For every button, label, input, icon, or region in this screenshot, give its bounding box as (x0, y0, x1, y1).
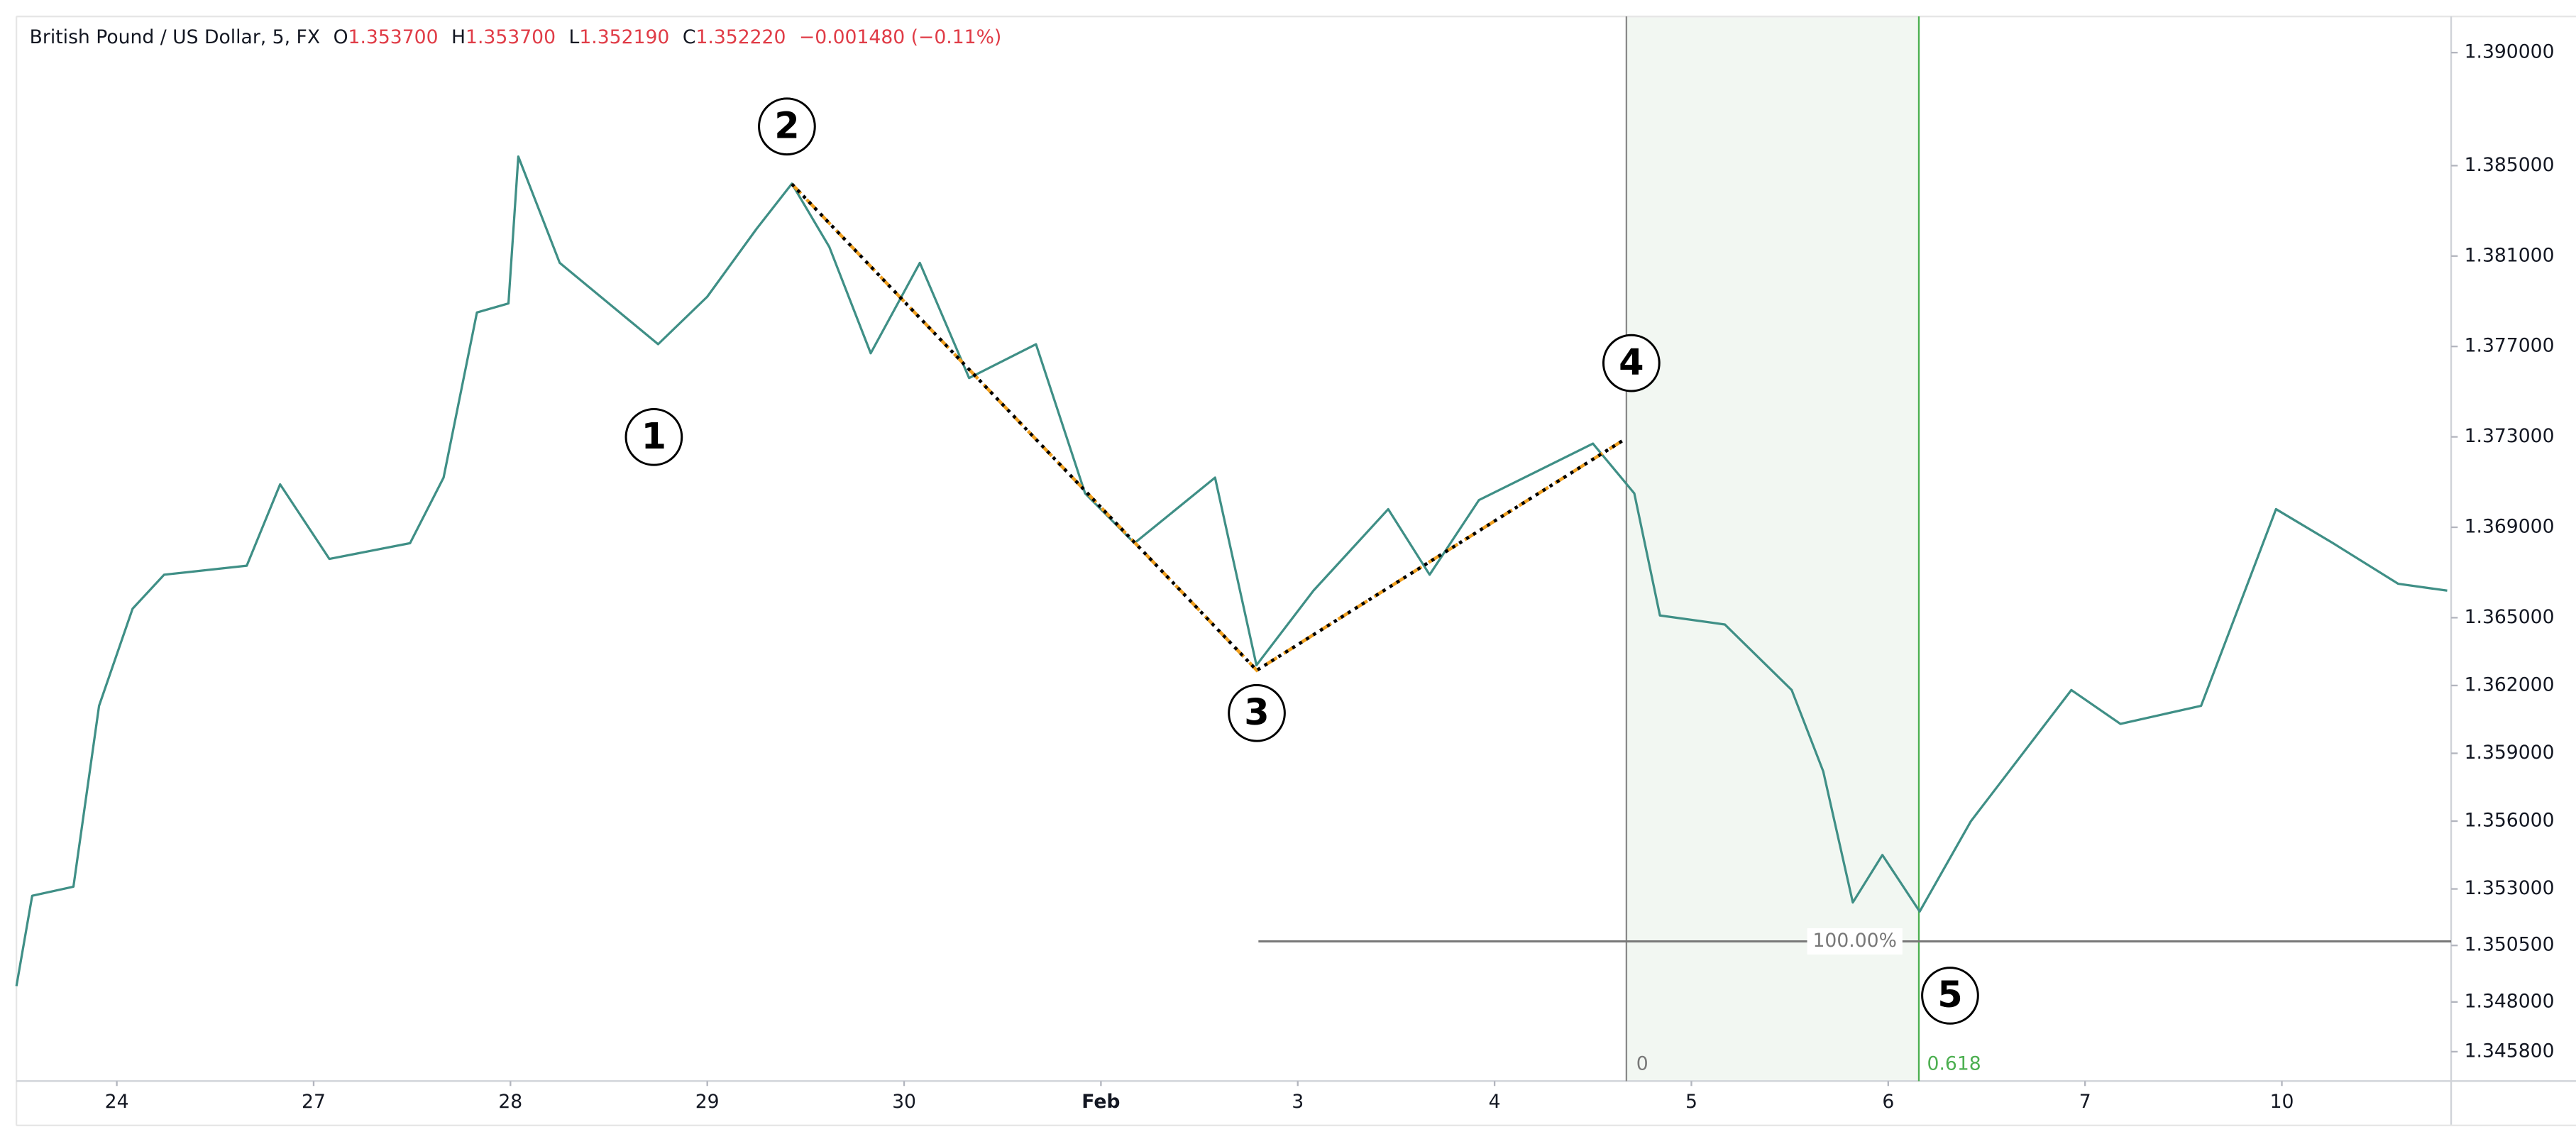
field-label: H (451, 26, 466, 48)
y-tick-label: 1.353000 (2465, 877, 2555, 899)
x-tick-label: Feb (1081, 1091, 1120, 1113)
wave-label: 2 (774, 106, 799, 148)
wave-circle (1921, 967, 1979, 1025)
field-value: 1.353700 (466, 26, 556, 48)
wave-circle (758, 97, 816, 156)
x-tick-label: 7 (2079, 1091, 2091, 1113)
change: −0.001480 (−0.11%) (799, 26, 1001, 48)
field-value: 1.352220 (695, 26, 786, 48)
x-tick-label: 24 (105, 1091, 129, 1113)
x-tick-label: 10 (2270, 1091, 2294, 1113)
y-tick-label: 1.359000 (2465, 742, 2555, 764)
symbol: British Pound / US Dollar, 5, FX (30, 26, 320, 48)
y-tick-label: 1.369000 (2465, 515, 2555, 537)
field-value: 1.353700 (348, 26, 439, 48)
header: British Pound / US Dollar, 5, FX O1.35370… (30, 26, 1002, 48)
fib-start-label: 0 (1636, 1053, 1648, 1075)
wave-label: 1 (642, 416, 666, 458)
field-label: O (334, 26, 348, 48)
price-line (15, 155, 2448, 986)
fib-zone (1626, 16, 1919, 1082)
y-tick-label: 1.356000 (2465, 810, 2555, 832)
wave-circle (624, 407, 683, 466)
x-tick-label: 29 (695, 1091, 720, 1113)
field-label: L (569, 26, 580, 48)
y-tick-label: 1.345800 (2465, 1040, 2555, 1062)
y-tick-label: 1.390000 (2465, 41, 2555, 63)
x-tick-label: 28 (498, 1091, 522, 1113)
x-tick-label: 6 (1882, 1091, 1894, 1113)
x-tick-label: 30 (892, 1091, 916, 1113)
y-tick-label: 1.373000 (2465, 425, 2555, 447)
wave-label: 3 (1244, 692, 1269, 734)
y-tick-label: 1.385000 (2465, 154, 2555, 176)
field-value: 1.352190 (579, 26, 669, 48)
y-tick-label: 1.348000 (2465, 990, 2555, 1012)
wave-circle (1602, 334, 1661, 392)
fib-label-bg (1807, 928, 1903, 955)
y-tick-label: 1.350500 (2465, 934, 2555, 956)
y-tick-label: 1.377000 (2465, 335, 2555, 357)
wave-label: 4 (1619, 342, 1644, 384)
fib-end-label: 0.618 (1927, 1053, 1981, 1075)
zigzag-orange (791, 182, 1624, 673)
x-tick-label: 5 (1685, 1091, 1697, 1113)
y-tick-label: 1.362000 (2465, 673, 2555, 695)
zigzag-dotted (791, 182, 1624, 673)
plot-layer: 1.390000 1.385000 1.381000 1.377000 1.373000… (15, 41, 2555, 1113)
x-tick-label: 27 (302, 1091, 326, 1113)
y-tick-label: 1.381000 (2465, 244, 2555, 266)
y-tick-label: 1.365000 (2465, 606, 2555, 628)
x-tick-label: 3 (1292, 1091, 1304, 1113)
wave-circle (1228, 683, 1286, 742)
fib-level-label: 100.00% (1812, 930, 1896, 952)
wave-label: 5 (1937, 974, 1962, 1016)
field-label: C (683, 26, 696, 48)
x-tick-label: 4 (1489, 1091, 1501, 1113)
